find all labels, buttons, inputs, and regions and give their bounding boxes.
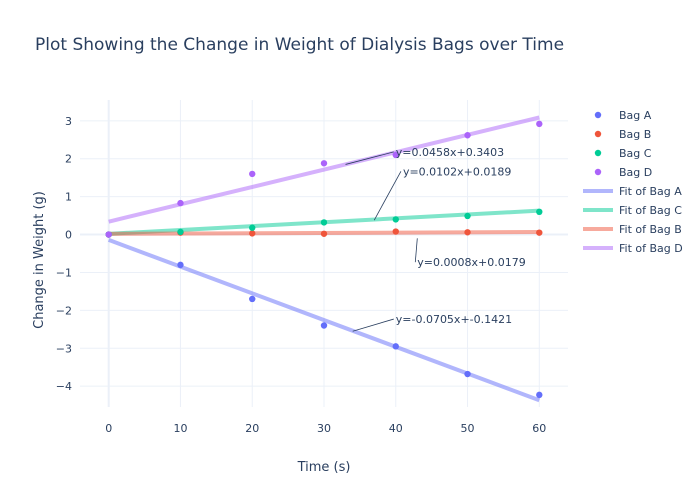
legend-label: Bag D [619,166,652,179]
y-tick-labels: −4 −3 −2 −1 0 1 2 3 [56,115,72,393]
annotation-label: y=0.0008x+0.0179 [417,256,525,269]
data-point-bag-a [249,295,256,303]
y-tick-label: 2 [65,153,72,166]
plot-grid [80,100,568,407]
x-tick-labels: 0 10 20 30 40 50 60 [105,422,546,435]
data-point-bag-c [320,219,328,226]
legend-label: Bag C [619,147,652,160]
legend-marker [594,111,602,119]
x-tick-label: 40 [389,422,403,435]
data-point-bag-d [105,231,112,238]
annotation-label: y=0.0102x+0.0189 [403,165,511,178]
data-point-bag-d [177,199,184,207]
x-tick-label: 60 [532,422,546,435]
data-point-bag-a [320,322,328,329]
plot-annotations: y=0.0458x+0.3403 y=0.0102x+0.0189 y=0.0008… [345,146,526,332]
x-tick-label: 0 [105,422,112,435]
y-tick-label: 1 [65,191,72,204]
legend-item-bag-c[interactable]: Bag C [594,147,652,160]
legend-label: Fit of Bag D [619,242,683,255]
legend-label: Fit of Bag C [619,204,682,217]
data-point-bag-a [392,343,399,350]
y-tick-label: −4 [56,380,72,393]
y-axis-title: Change in Weight (g) [32,191,47,329]
legend-item-fit-of-bag-a[interactable]: Fit of Bag A [583,185,682,198]
plot-points [105,120,543,399]
legend-item-fit-of-bag-d[interactable]: Fit of Bag D [583,242,683,255]
data-point-bag-d [249,170,256,178]
x-tick-label: 20 [245,422,259,435]
data-point-bag-c [536,208,543,216]
data-point-bag-b [392,228,399,235]
legend-item-bag-a[interactable]: Bag A [594,109,652,122]
legend-label: Bag B [619,128,651,141]
y-tick-label: 0 [65,229,72,242]
y-tick-label: −2 [56,304,72,317]
data-point-bag-d [392,151,399,159]
data-point-bag-d [464,132,471,139]
legend-item-fit-of-bag-c[interactable]: Fit of Bag C [583,204,682,217]
annotation-label: y=-0.0705x+-0.1421 [396,313,512,326]
legend-item-bag-b[interactable]: Bag B [594,128,652,141]
data-point-bag-b [320,230,328,237]
data-point-bag-a [536,391,543,399]
data-point-bag-c [392,216,399,223]
legend-marker [594,168,602,176]
legend-label: Fit of Bag A [619,185,682,198]
data-point-bag-a [464,370,471,378]
data-point-bag-a [177,261,184,269]
data-point-bag-c [249,224,256,231]
x-tick-label: 50 [461,422,475,435]
annotation-arrow [345,151,394,165]
data-point-bag-b [464,229,471,236]
annotation-arrow [352,318,394,332]
legend-item-fit-of-bag-b[interactable]: Fit of Bag B [583,223,682,236]
legend-item-bag-d[interactable]: Bag D [594,166,652,179]
x-tick-label: 10 [173,422,187,435]
data-point-bag-d [320,160,328,167]
x-tick-label: 30 [317,422,331,435]
legend-label: Fit of Bag B [619,223,682,236]
annotation-label: y=0.0458x+0.3403 [396,146,504,159]
legend-label: Bag A [619,109,652,122]
y-tick-label: −1 [56,266,72,279]
y-tick-label: −3 [56,342,72,355]
data-point-bag-b [249,230,256,237]
annotation-arrow [373,171,402,221]
data-point-bag-c [464,212,471,220]
legend: Bag A Bag B Bag C Bag D Fit of Bag A Fit of B… [583,109,683,255]
legend-marker [594,149,602,157]
y-tick-label: 3 [65,115,72,128]
data-point-bag-d [536,120,543,128]
x-axis-title: Time (s) [297,460,351,475]
annotation-arrow [414,238,418,263]
chart-title: Plot Showing the Change in Weight of Dia… [35,35,564,55]
legend-marker [594,130,602,138]
data-point-bag-c [177,228,184,236]
data-point-bag-b [536,229,543,236]
